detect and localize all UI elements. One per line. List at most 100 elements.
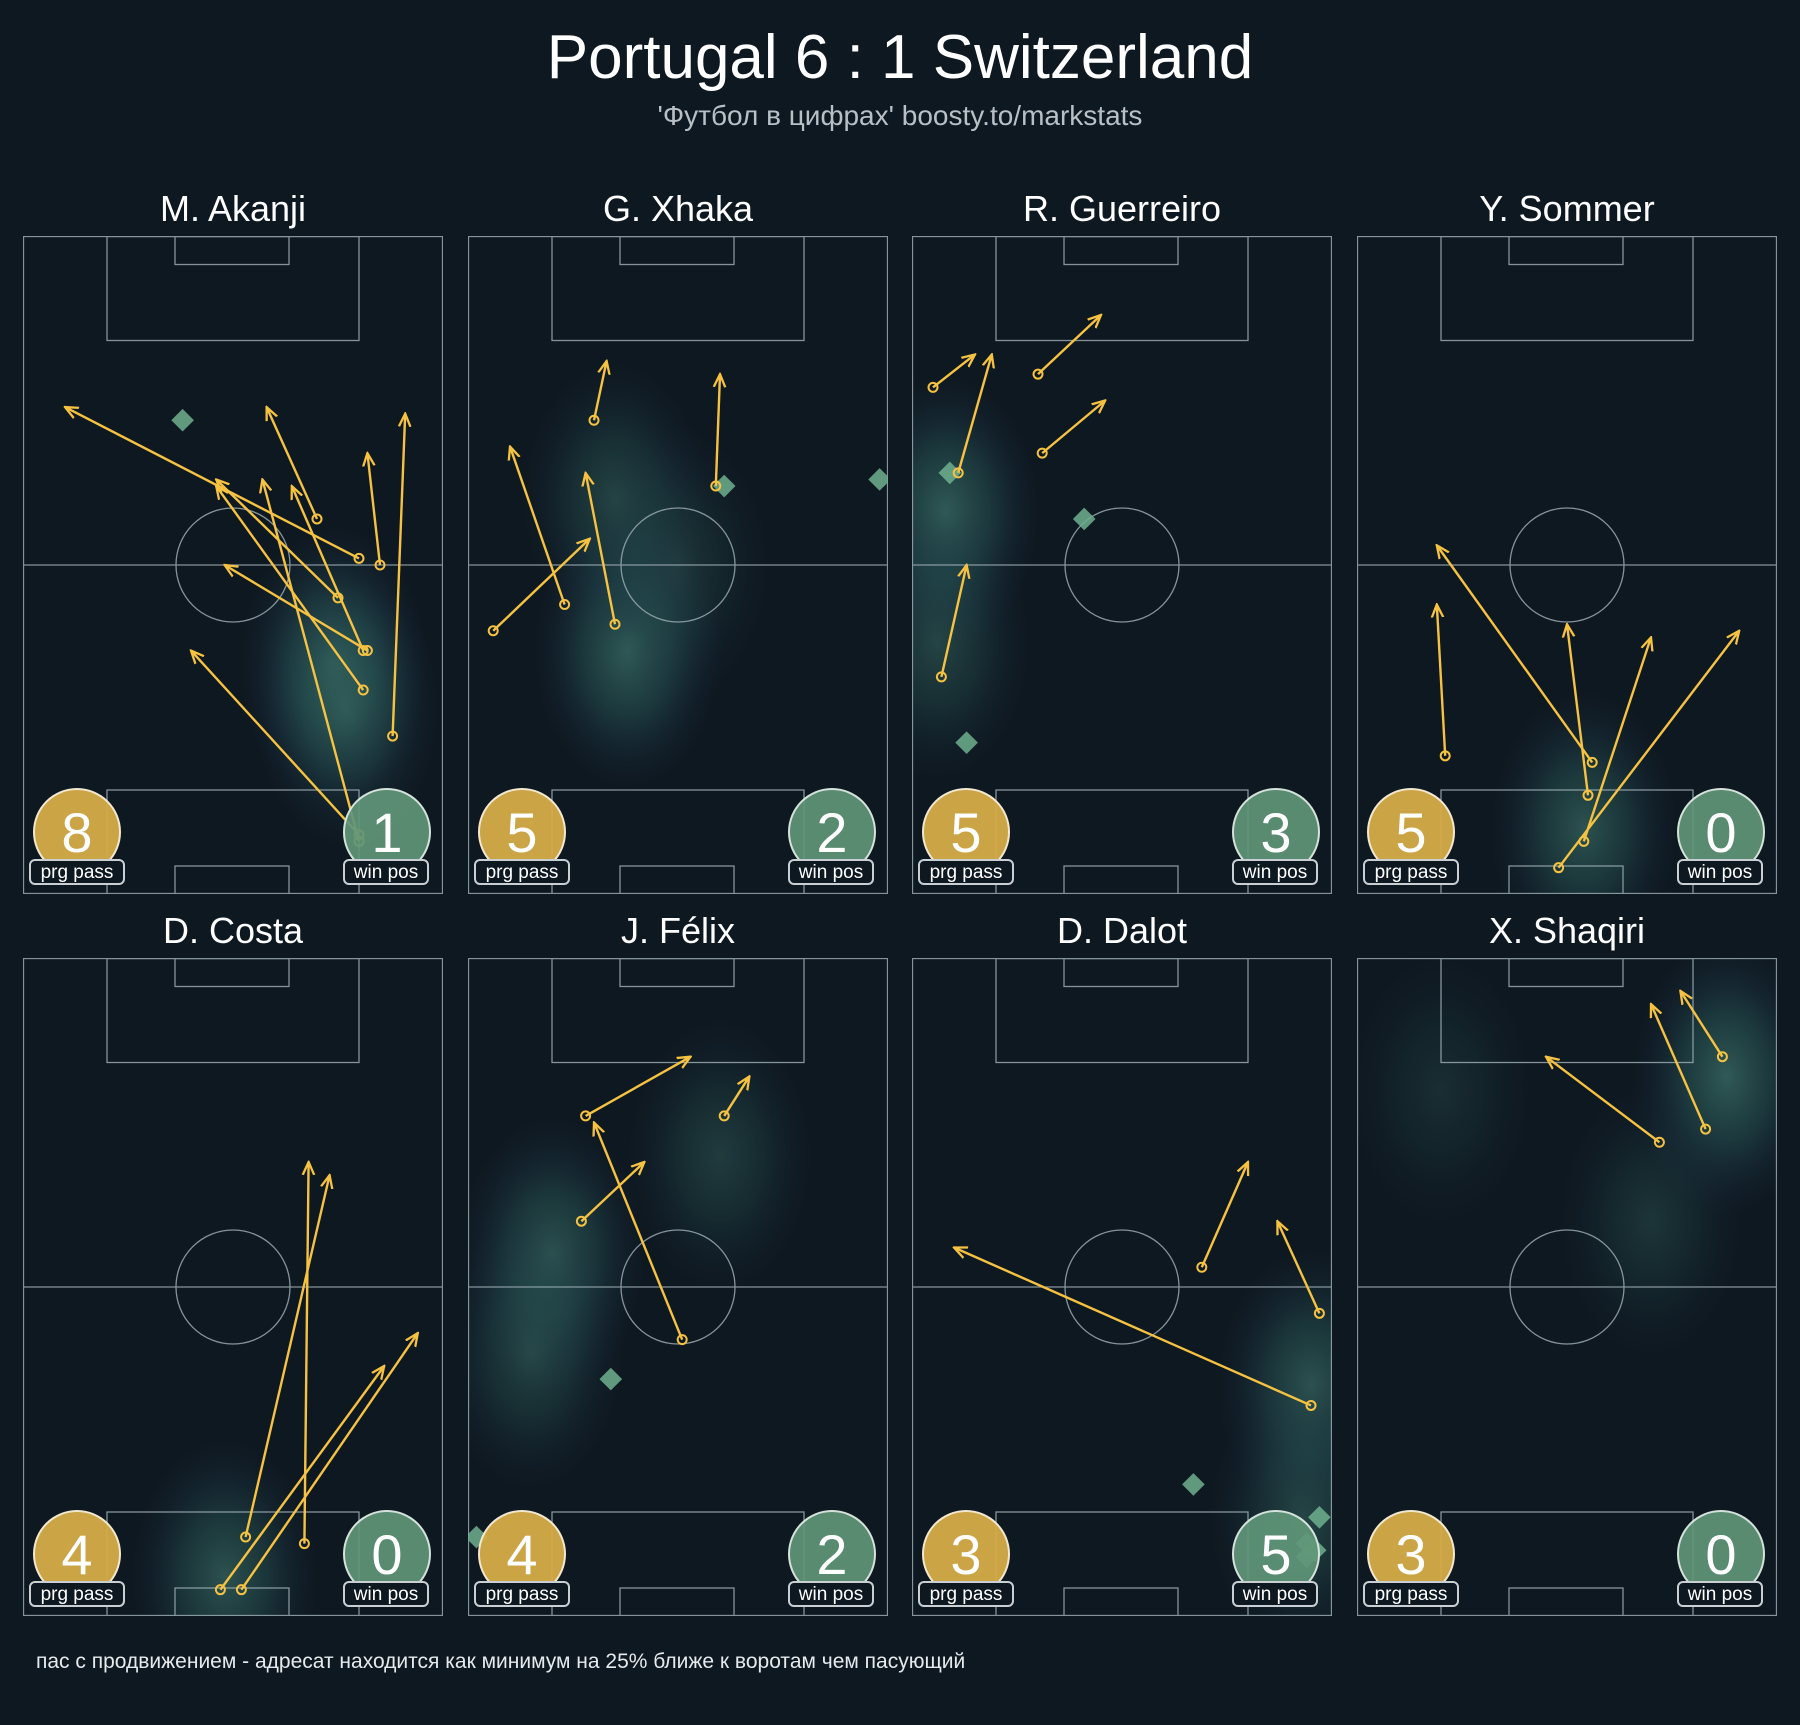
pitch-map xyxy=(912,236,1332,894)
pass-start-point xyxy=(1032,368,1044,380)
pass-start-point xyxy=(374,559,386,571)
pass-arrow xyxy=(716,374,720,487)
win-pos-label: win pos xyxy=(343,859,429,885)
win-pos-label: win pos xyxy=(1677,1581,1763,1607)
player-panel: D. Costa 4 prg pass 0 win pos xyxy=(23,910,443,1616)
pass-arrow xyxy=(304,1162,308,1544)
pass-arrow xyxy=(391,414,406,737)
pass-arrow xyxy=(580,1162,644,1223)
win-pos-label: win pos xyxy=(1677,859,1763,885)
pass-start-point xyxy=(298,1538,310,1550)
player-panel: Y. Sommer 5 prg pass 0 win pos xyxy=(1357,188,1777,894)
pass-start-point xyxy=(311,513,323,525)
footnote: пас с продвижением - адресат находится к… xyxy=(36,1650,966,1673)
pass-start-point xyxy=(1700,1123,1712,1135)
pass-start-point xyxy=(1305,1399,1317,1411)
pass-start-point xyxy=(588,414,600,426)
pass-start-point xyxy=(935,671,947,683)
pass-arrow xyxy=(1037,315,1101,376)
pass-start-point xyxy=(710,480,722,492)
heat-blob xyxy=(251,569,442,850)
pass-arrow xyxy=(940,565,966,678)
pitch-map xyxy=(468,958,888,1616)
pass-start-point xyxy=(1653,1136,1665,1148)
win-pos-label: win pos xyxy=(343,1581,429,1607)
heat-blob xyxy=(129,1436,320,1616)
pass-arrow xyxy=(1557,631,1740,869)
pitch-lines xyxy=(23,958,443,1616)
pass-start-point xyxy=(559,598,571,610)
pass-arrow xyxy=(594,1123,684,1341)
pass-arrow xyxy=(1041,401,1105,455)
prg-pass-label: prg pass xyxy=(918,1581,1014,1607)
win-pos-label: win pos xyxy=(788,859,874,885)
pass-start-point xyxy=(1582,789,1594,801)
pass-start-point xyxy=(240,1531,252,1543)
pass-start-point xyxy=(214,1584,226,1596)
player-panel: J. Félix 4 prg pass 2 win pos xyxy=(468,910,888,1616)
pass-start-point xyxy=(575,1215,587,1227)
pass-arrow xyxy=(586,473,617,625)
prg-pass-label: prg pass xyxy=(1363,859,1459,885)
pass-arrow xyxy=(1437,604,1447,756)
pass-arrow xyxy=(292,486,365,652)
win-pos-label: win pos xyxy=(1232,859,1318,885)
pass-start-point xyxy=(357,645,369,657)
pass-arrow xyxy=(1651,1004,1707,1130)
player-name: Y. Sommer xyxy=(1479,188,1655,229)
pass-arrow xyxy=(219,1366,384,1591)
pass-arrow xyxy=(492,539,590,632)
prg-pass-label: prg pass xyxy=(474,859,570,885)
pass-start-point xyxy=(1036,447,1048,459)
player-panel: D. Dalot 3 prg pass 5 win pos xyxy=(912,910,1332,1616)
player-panel: R. Guerreiro 5 prg pass 3 win pos xyxy=(912,188,1332,894)
pass-start-point xyxy=(357,684,369,696)
pass-start-point xyxy=(487,625,499,637)
pass-arrow xyxy=(1546,1057,1661,1144)
pass-start-point xyxy=(1586,756,1598,768)
pass-start-point xyxy=(1439,750,1451,762)
player-name: D. Dalot xyxy=(1056,910,1188,951)
pass-arrow xyxy=(510,447,566,605)
pass-start-point xyxy=(580,1110,592,1122)
pass-arrow xyxy=(191,651,360,836)
pass-start-point xyxy=(387,730,399,742)
pass-arrow xyxy=(1437,545,1594,764)
player-name: J. Félix xyxy=(620,910,735,951)
pitch-map xyxy=(1357,236,1777,894)
heat-blob xyxy=(912,504,1033,784)
pass-start-point xyxy=(1313,1307,1325,1319)
win-pos-marker xyxy=(1182,1473,1205,1496)
player-name: R. Guerreiro xyxy=(1022,188,1222,229)
pass-arrow xyxy=(216,486,365,691)
pass-arrow xyxy=(1567,624,1590,796)
pass-arrow xyxy=(367,453,382,566)
pass-start-point xyxy=(235,1584,247,1596)
pass-arrow xyxy=(592,361,607,421)
player-panel: G. Xhaka 5 prg pass 2 win pos xyxy=(468,188,888,894)
win-pos-marker xyxy=(1072,507,1096,531)
heat-blob xyxy=(1357,958,1536,1230)
pass-arrow xyxy=(723,1076,749,1117)
pass-arrow xyxy=(267,407,319,520)
pass-arrow xyxy=(954,1248,1312,1407)
heat-blob xyxy=(1556,1081,1746,1362)
win-pos-marker xyxy=(1308,1505,1331,1529)
pass-start-point xyxy=(1196,1261,1208,1273)
pass-start-point xyxy=(927,381,939,393)
player-name: M. Akanji xyxy=(159,188,307,229)
pass-arrow xyxy=(244,1175,330,1538)
pass-start-point xyxy=(353,552,365,564)
pass-start-point xyxy=(609,618,621,630)
pass-arrow xyxy=(65,407,360,560)
pass-start-point xyxy=(676,1334,688,1346)
prg-pass-label: prg pass xyxy=(29,859,125,885)
pitch-map xyxy=(23,958,443,1616)
pitch-map xyxy=(23,236,443,894)
pass-start-point xyxy=(952,467,964,479)
prg-pass-label: prg pass xyxy=(1363,1581,1459,1607)
win-pos-marker xyxy=(868,468,888,491)
pass-arrow xyxy=(957,354,992,474)
pass-start-point xyxy=(1553,862,1565,874)
